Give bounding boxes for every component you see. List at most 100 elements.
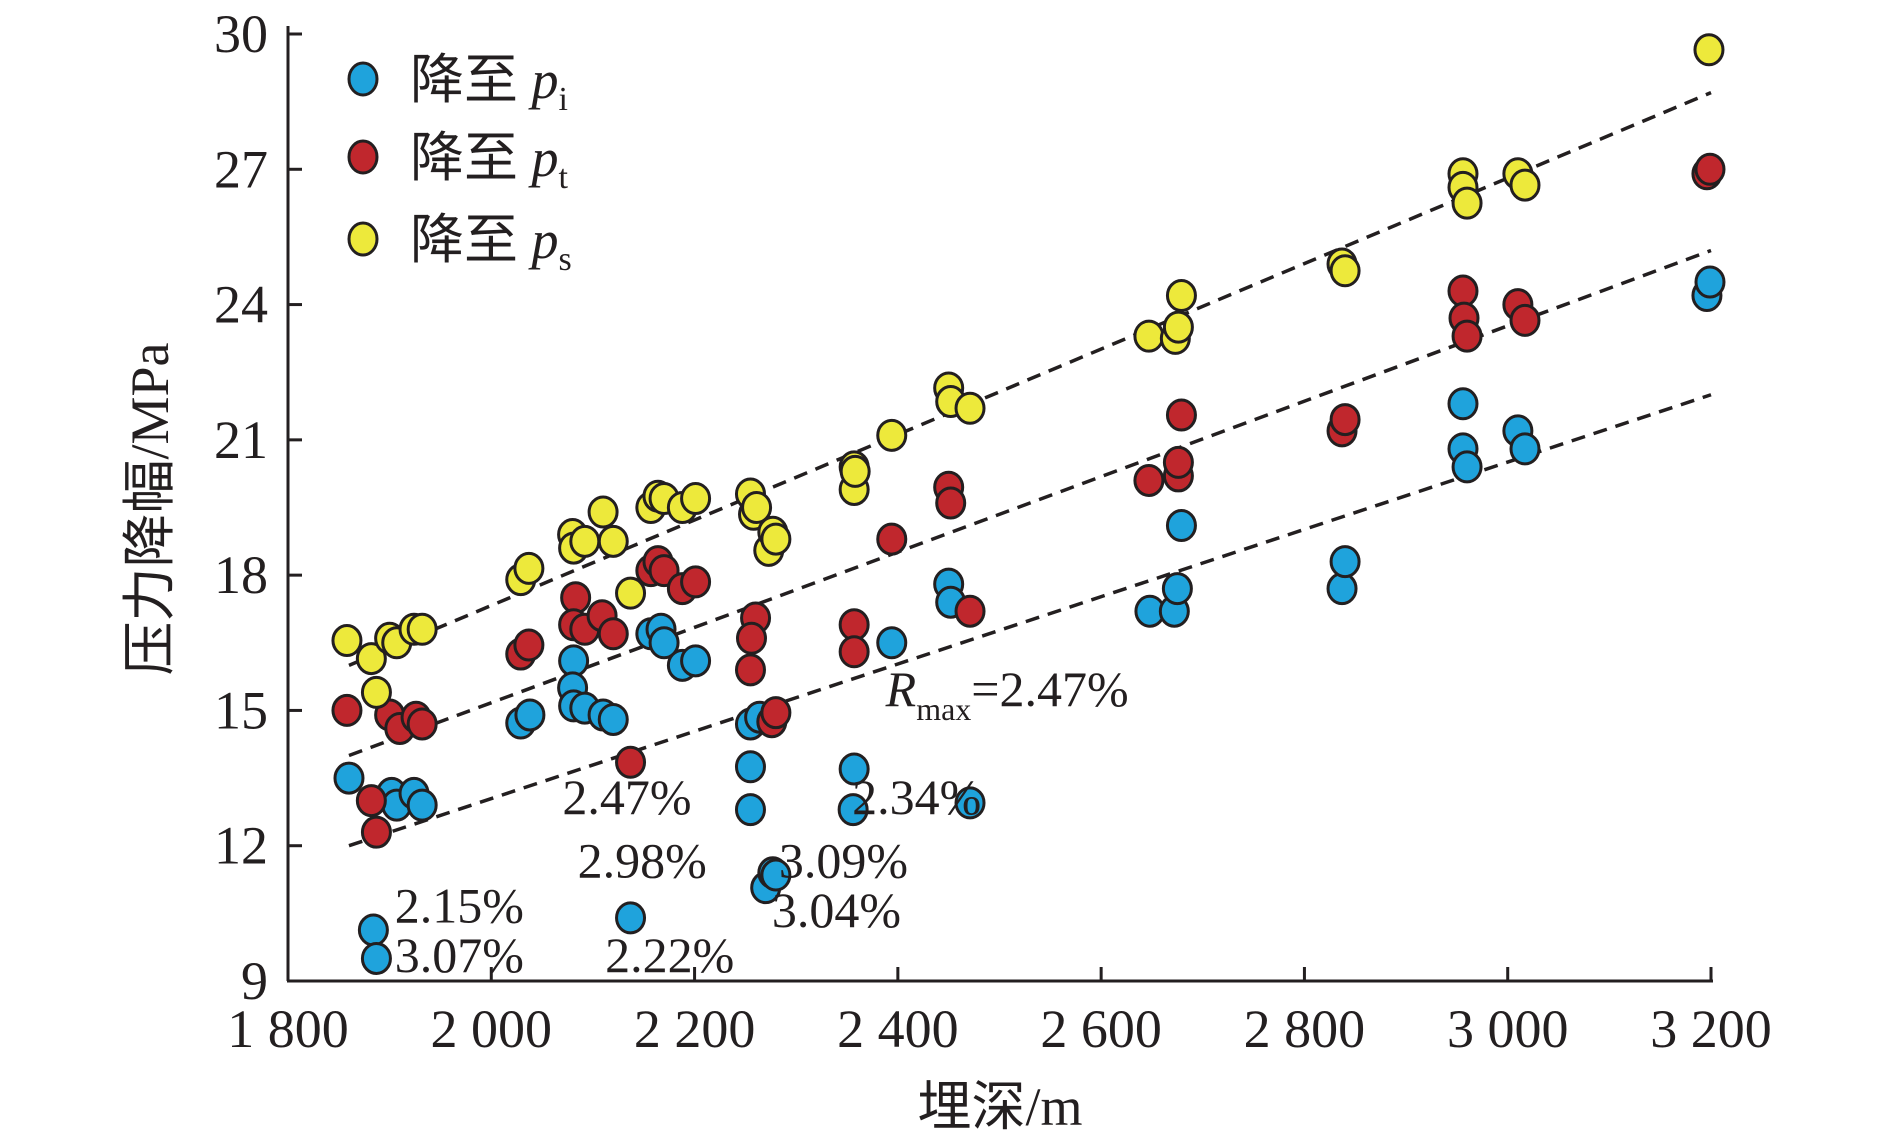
trend-line-pi (348, 393, 1712, 848)
point-pi (615, 901, 647, 935)
point-ps (954, 391, 986, 425)
point-pi (357, 913, 389, 947)
point-pi (333, 761, 365, 795)
svg-text:降至 ps: 降至 ps (410, 210, 572, 278)
x-tick-label: 2 000 (431, 999, 553, 1059)
y-tick-label: 30 (214, 4, 268, 64)
point-pt (560, 581, 592, 615)
percent-annotation: 2.98% (578, 832, 707, 888)
point-ps (569, 524, 601, 558)
point-ps (876, 418, 908, 452)
data-points (331, 33, 1726, 975)
point-pi (1329, 545, 1361, 579)
point-pi (838, 752, 870, 786)
trend-lines (348, 91, 1712, 848)
point-pi (1694, 265, 1726, 299)
point-ps (1329, 254, 1361, 288)
percent-annotation: 2.47% (562, 769, 691, 825)
point-pi (1447, 387, 1479, 421)
legend: 降至 pi 降至 pt 降至 ps (347, 50, 572, 278)
point-pi (597, 702, 629, 736)
point-pt (838, 608, 870, 642)
point-ps (587, 495, 619, 529)
point-ps (360, 675, 392, 709)
percent-annotation: 3.09% (779, 832, 908, 888)
legend-label-ps: 降至 (410, 210, 532, 270)
legend-label-pi: 降至 (410, 50, 532, 110)
x-tick-label: 2 200 (634, 999, 756, 1059)
x-axis-label: 埋深/m (917, 1077, 1082, 1137)
percent-annotation: 2.22% (605, 927, 734, 983)
percent-annotation: 2.15% (395, 877, 524, 933)
ticks: 1 800 2 000 2 200 2 400 2 600 2 800 3 000 3 200… (214, 4, 1772, 1059)
point-pi (760, 858, 792, 892)
point-pt (355, 784, 387, 818)
point-pi (680, 644, 712, 678)
y-tick-label: 24 (214, 275, 268, 335)
x-tick-label: 1 800 (227, 999, 349, 1059)
trend-line-ps (348, 91, 1712, 667)
point-ps (1451, 186, 1483, 220)
rmax-annotation: Rmax=2.47% (885, 661, 1129, 727)
point-pi (734, 793, 766, 827)
point-pt (615, 745, 647, 779)
svg-text:降至 pt: 降至 pt (410, 128, 569, 196)
legend-item-ps: 降至 ps (347, 210, 572, 278)
point-pi (837, 793, 869, 827)
x-tick-label: 2 400 (837, 999, 959, 1059)
point-pi (1165, 509, 1197, 543)
point-pi (1326, 572, 1358, 606)
point-pt (735, 621, 767, 655)
x-tick-label: 3 000 (1447, 999, 1569, 1059)
point-pt (513, 628, 545, 662)
point-ps (615, 576, 647, 610)
point-pi (558, 644, 590, 678)
percent-annotation: 2.34% (852, 769, 981, 825)
legend-item-pt: 降至 pt (347, 128, 569, 196)
point-pt (838, 635, 870, 669)
point-pi (734, 750, 766, 784)
point-ps (1509, 168, 1541, 202)
point-ps (1693, 33, 1725, 67)
y-tick-label: 27 (214, 139, 268, 199)
point-pt (876, 522, 908, 556)
point-pt (680, 565, 712, 599)
point-ps (355, 642, 387, 676)
x-tick-label: 2 800 (1244, 999, 1366, 1059)
point-pt (954, 594, 986, 628)
point-ps (741, 491, 773, 524)
point-ps (1162, 310, 1194, 344)
point-pi (876, 626, 908, 660)
axes (286, 26, 1713, 983)
point-ps (1165, 279, 1197, 313)
annotations: 2.15%3.07% 2.47% 2.98% 2.22% 3.09%3.04% 2.34% (395, 769, 982, 983)
point-pt (360, 815, 392, 849)
point-pt (1329, 403, 1361, 437)
point-pi (360, 941, 392, 975)
percent-annotation: 3.07% (395, 927, 524, 983)
y-tick-label: 9 (241, 951, 268, 1011)
point-ps (597, 524, 629, 558)
x-tick-label: 2 600 (1040, 999, 1162, 1059)
y-tick-label: 18 (214, 545, 268, 605)
point-pt (331, 693, 363, 727)
svg-text:降至 pi: 降至 pi (410, 50, 568, 118)
y-tick-label: 15 (214, 680, 268, 740)
point-pt (1451, 319, 1483, 353)
point-ps (331, 624, 363, 658)
y-tick-label: 12 (214, 816, 268, 876)
percent-annotation: 3.04% (772, 882, 901, 938)
point-ps (513, 551, 545, 585)
legend-item-pi: 降至 pi (347, 50, 568, 118)
point-pt (597, 617, 629, 651)
point-pt (734, 653, 766, 687)
point-pt (406, 707, 438, 741)
y-tick-label: 21 (214, 410, 268, 470)
point-pi (1451, 450, 1483, 484)
point-pt (1447, 274, 1479, 308)
y-axis-label: 压力降幅/MPa (120, 342, 180, 675)
point-pi (1509, 432, 1541, 466)
point-pi (1161, 572, 1193, 606)
point-pt (1509, 303, 1541, 337)
